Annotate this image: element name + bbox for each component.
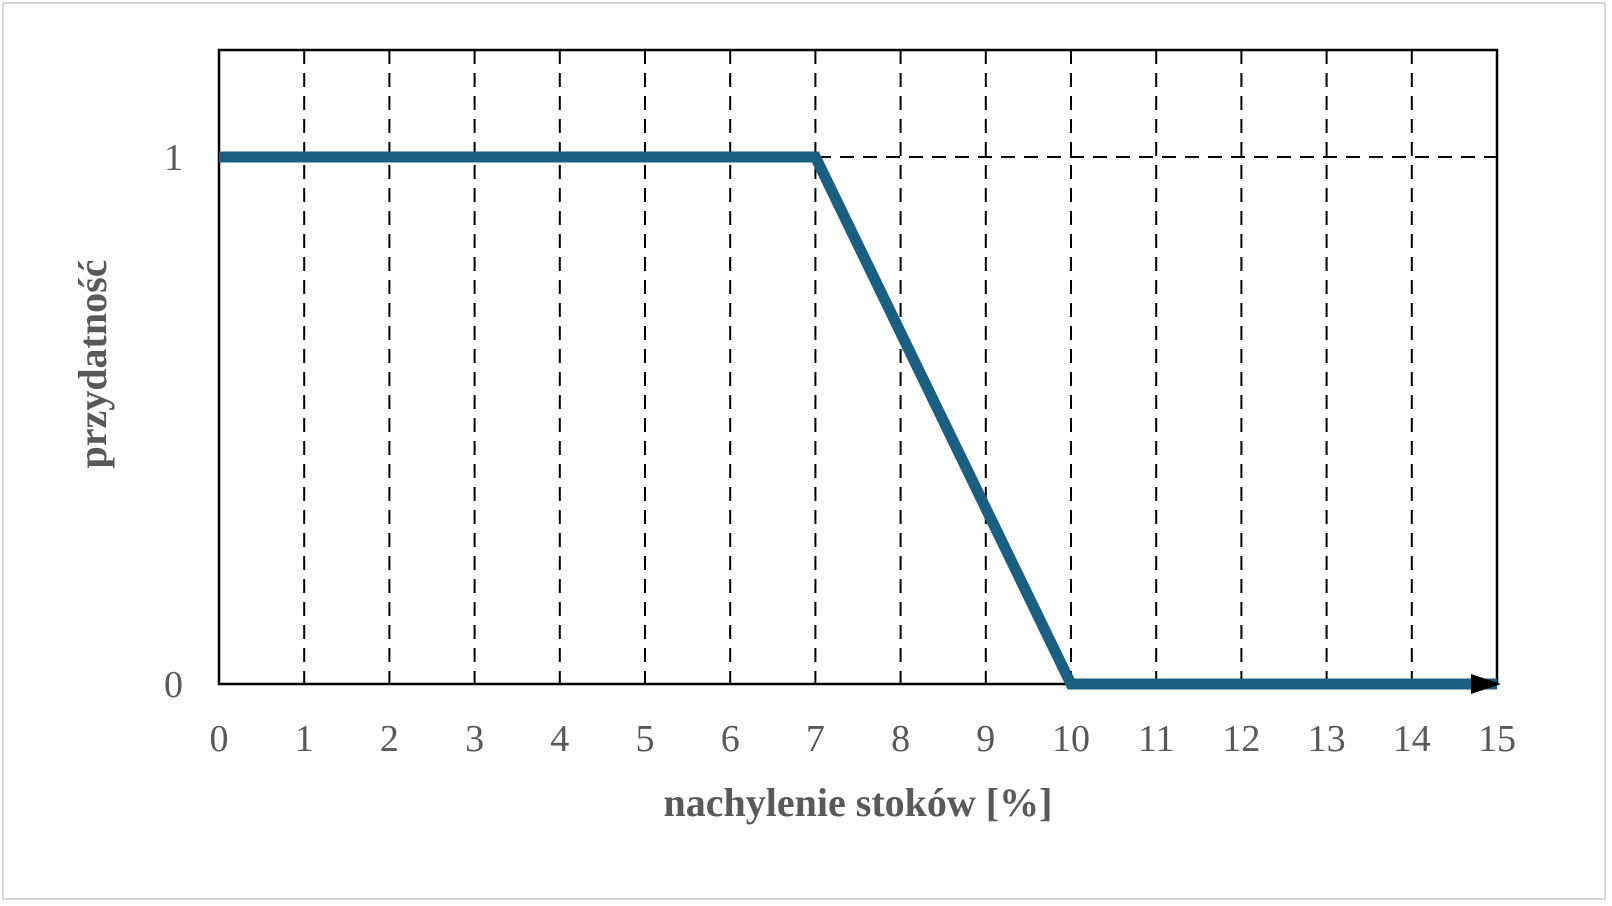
y-tick-label-0: 0 [164, 664, 183, 706]
x-tick-label-11: 11 [1138, 718, 1175, 760]
plot-area-border [217, 48, 1499, 686]
x-tick-label-8: 8 [891, 718, 910, 760]
x-tick-labels: 0 1 2 3 4 5 6 7 8 9 10 11 12 13 14 15 [210, 718, 1517, 760]
line-chart: 0 1 2 3 4 5 6 7 8 9 10 11 12 13 14 15 01 nachylenie sto… [70, 48, 1517, 825]
x-tick-label-6: 6 [721, 718, 740, 760]
y-axis-title: przydatność [70, 260, 115, 469]
x-tick-label-5: 5 [636, 718, 655, 760]
y-tick-labels: 01 [164, 137, 183, 706]
grid-lines [219, 50, 1497, 684]
x-tick-label-15: 15 [1478, 718, 1516, 760]
x-axis-arrowhead [1471, 674, 1501, 694]
x-tick-label-1: 1 [295, 718, 314, 760]
series-line-0 [219, 151, 1497, 690]
y-tick-label-1: 1 [164, 137, 183, 179]
x-tick-label-12: 12 [1222, 718, 1260, 760]
x-tick-label-9: 9 [976, 718, 995, 760]
x-tick-label-14: 14 [1393, 718, 1431, 760]
x-tick-label-13: 13 [1308, 718, 1346, 760]
x-tick-label-2: 2 [380, 718, 399, 760]
x-tick-label-7: 7 [806, 718, 825, 760]
x-axis-title: nachylenie stoków [%] [664, 780, 1053, 825]
x-tick-label-10: 10 [1052, 718, 1090, 760]
x-tick-label-4: 4 [550, 718, 569, 760]
series-lines [219, 151, 1501, 694]
x-tick-label-3: 3 [465, 718, 484, 760]
x-tick-label-0: 0 [210, 718, 229, 760]
